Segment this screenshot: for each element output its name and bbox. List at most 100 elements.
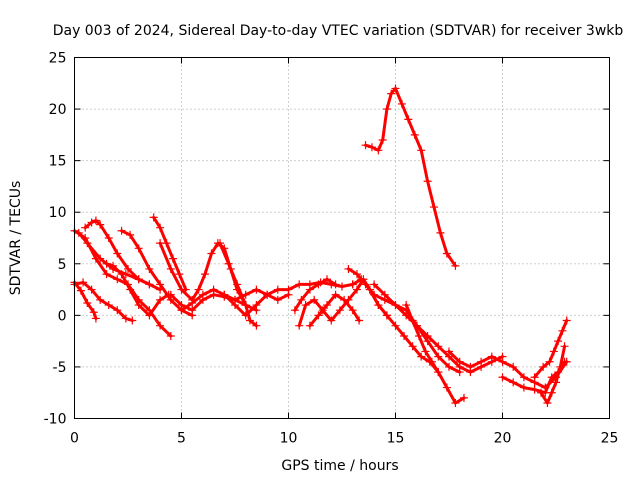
series-arc-24: [530, 316, 571, 382]
data-point: [220, 290, 229, 299]
data-point: [156, 321, 165, 330]
data-point: [445, 362, 453, 371]
data-point: [245, 316, 254, 325]
data-point: [357, 275, 366, 284]
data-point: [549, 347, 558, 356]
data-point: [415, 331, 424, 340]
series-trace: [218, 241, 258, 328]
data-point: [145, 280, 154, 289]
data-point: [331, 290, 340, 299]
series-trace: [501, 360, 567, 395]
data-point: [241, 301, 250, 310]
data-point: [554, 337, 563, 346]
data-point: [451, 399, 460, 408]
plot-frame: [74, 57, 610, 419]
data-point: [408, 316, 417, 325]
data-point: [134, 275, 143, 284]
data-point: [434, 352, 443, 361]
data-point: [76, 286, 85, 295]
data-point: [102, 259, 111, 268]
data-point: [198, 290, 207, 299]
data-point: [562, 316, 571, 325]
data-layer: [70, 84, 571, 408]
data-point: [81, 223, 90, 232]
data-point: [427, 357, 436, 366]
data-point: [166, 264, 175, 273]
data-point: [233, 280, 242, 289]
data-point: [382, 311, 391, 320]
data-point: [323, 275, 332, 284]
data-point: [323, 301, 332, 310]
y-tick-label: 15: [49, 154, 67, 170]
data-point: [361, 141, 370, 150]
data-point: [442, 249, 451, 258]
series-trace: [152, 215, 188, 292]
data-point: [83, 239, 92, 248]
data-point: [79, 278, 88, 287]
data-point: [367, 143, 376, 152]
data-point: [365, 285, 374, 294]
series-arc-14: [290, 275, 340, 315]
data-point: [166, 290, 175, 299]
data-point: [117, 270, 126, 279]
data-point: [547, 388, 556, 397]
series-trace: [293, 277, 338, 312]
data-point: [252, 321, 261, 330]
data-point: [509, 362, 518, 371]
data-point: [378, 136, 387, 145]
series-trace: [120, 229, 194, 317]
x-tick-label: 0: [70, 431, 79, 447]
data-point: [201, 270, 210, 279]
data-point: [113, 249, 122, 258]
data-point: [455, 357, 464, 366]
data-point: [338, 282, 346, 291]
data-point: [314, 280, 323, 289]
data-point: [104, 301, 113, 310]
data-point: [188, 298, 197, 307]
x-tick-label: 25: [601, 431, 619, 447]
data-point: [434, 368, 443, 377]
data-point: [252, 301, 261, 310]
x-tick-label: 5: [177, 431, 186, 447]
data-point: [177, 285, 186, 294]
data-point: [348, 280, 357, 289]
data-point: [530, 385, 539, 394]
series-arc-8: [149, 213, 190, 294]
data-point: [104, 234, 113, 242]
data-point: [96, 295, 105, 304]
data-point: [404, 115, 413, 124]
data-point: [327, 316, 336, 325]
data-point: [374, 146, 383, 155]
series-trace: [364, 86, 457, 268]
y-tick-label: -5: [53, 360, 67, 376]
series-arc-20: [370, 280, 507, 377]
data-point: [370, 280, 379, 289]
data-point: [166, 331, 175, 340]
data-point: [314, 311, 323, 320]
series-arc-12: [216, 239, 261, 330]
data-point: [126, 285, 135, 294]
data-point: [519, 383, 528, 392]
chart-title: Day 003 of 2024, Sidereal Day-to-day VTE…: [53, 23, 624, 39]
data-point: [556, 362, 565, 371]
data-point: [301, 301, 310, 310]
data-point: [519, 373, 528, 382]
data-point: [391, 84, 400, 93]
x-tick-label: 20: [494, 431, 512, 447]
y-tick-label: 20: [49, 102, 67, 118]
data-point: [539, 362, 548, 371]
data-point: [273, 285, 282, 294]
data-point: [459, 393, 468, 402]
data-point: [340, 295, 349, 304]
y-tick-label: 0: [58, 308, 67, 324]
data-point: [558, 326, 567, 335]
data-point: [305, 321, 314, 330]
data-point: [417, 352, 426, 361]
data-point: [113, 275, 122, 284]
data-point: [391, 301, 400, 310]
series-trace: [351, 277, 466, 405]
data-point: [124, 264, 132, 273]
data-point: [295, 280, 304, 289]
data-point: [113, 306, 122, 315]
data-point: [177, 306, 186, 315]
